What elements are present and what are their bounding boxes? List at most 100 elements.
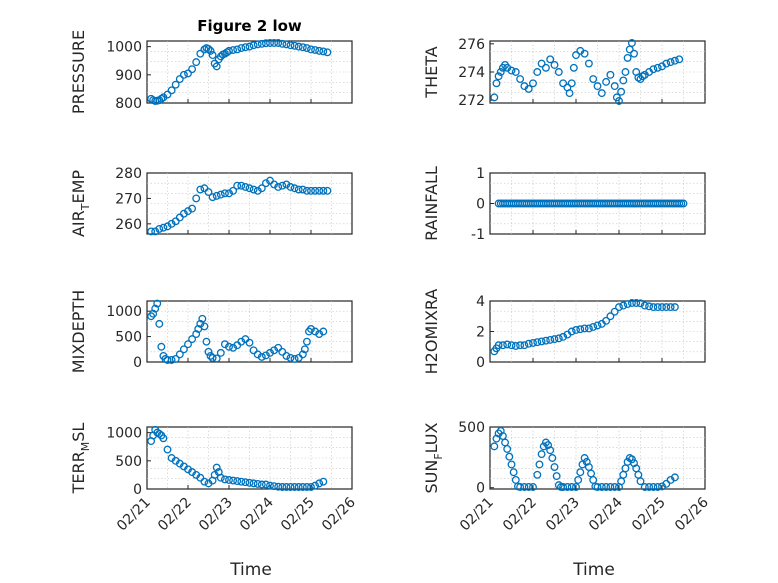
data-point: [270, 482, 279, 491]
data-point: [261, 179, 270, 188]
data-point: [270, 180, 279, 189]
data-point: [645, 302, 654, 311]
data-point: [163, 90, 172, 99]
data-point: [294, 185, 303, 194]
data-point: [282, 180, 291, 189]
data-point: [282, 483, 291, 491]
data-point: [167, 356, 176, 364]
data-point: [511, 68, 520, 76]
data-point: [640, 483, 649, 491]
data-point: [315, 479, 324, 488]
data-point: [552, 472, 561, 481]
data-point: [282, 40, 291, 49]
data-point: [319, 327, 328, 336]
data-point: [602, 483, 611, 491]
data-point: [565, 89, 574, 98]
data-point: [509, 468, 518, 477]
data-point: [498, 341, 507, 350]
y-axis-label-subscript: T: [79, 203, 92, 211]
data-point: [245, 184, 254, 193]
y-tick-label: 1000: [106, 304, 142, 320]
data-point: [237, 337, 246, 346]
data-point: [559, 483, 568, 491]
data-point: [300, 345, 309, 354]
x-tick-label: 02/24: [586, 494, 626, 534]
data-point: [196, 49, 205, 58]
data-point: [311, 46, 320, 54]
data-point: [511, 342, 520, 350]
data-point: [294, 42, 303, 51]
data-point: [606, 312, 615, 321]
data-point: [670, 56, 679, 65]
data-point: [233, 181, 242, 190]
data-point: [167, 86, 176, 95]
data-point: [212, 354, 221, 363]
data-point: [554, 68, 563, 76]
data-point: [298, 43, 307, 52]
data-point: [220, 475, 229, 484]
data-point: [208, 353, 217, 362]
data-point: [535, 460, 544, 469]
data-point: [567, 327, 576, 336]
data-point: [632, 299, 641, 307]
data-point: [237, 477, 246, 486]
data-point: [153, 299, 162, 308]
data-point: [290, 184, 299, 193]
subplot-terr-msl: 0 500 1000 02/21 02/22 02/23 02/24 02/25 02/26 TE…: [69, 423, 359, 535]
data-point: [610, 82, 619, 91]
data-point: [196, 473, 205, 482]
data-point: [627, 39, 636, 47]
data-point: [212, 191, 221, 200]
data-point: [270, 39, 279, 47]
data-point: [589, 75, 598, 83]
data-point: [546, 55, 555, 64]
data-point: [529, 79, 537, 88]
x-tick-label: 02/25: [278, 495, 318, 535]
x-axis-label-left: Time: [229, 560, 272, 580]
data-point: [649, 65, 658, 74]
y-tick-label: 0: [476, 481, 485, 497]
data-point: [204, 347, 213, 356]
data-point: [503, 340, 512, 349]
data-point: [196, 319, 205, 328]
data-point: [171, 355, 180, 363]
data-point: [507, 460, 516, 469]
data-point: [554, 334, 563, 343]
data-point: [245, 338, 254, 347]
data-point: [323, 186, 332, 195]
data-point: [286, 183, 295, 191]
data-point: [229, 343, 238, 352]
data-point: [615, 303, 623, 312]
data-point: [290, 483, 299, 491]
y-tick-label: 274: [458, 65, 485, 81]
data-point: [319, 186, 328, 195]
data-point: [198, 314, 207, 323]
y-axis-label: TERRMSL: [69, 423, 92, 495]
data-point: [516, 483, 525, 491]
data-point: [315, 46, 324, 55]
data-point: [274, 183, 283, 191]
x-axis-label-right: Time: [572, 560, 615, 580]
data-point: [529, 338, 537, 347]
y-tick-label: 260: [115, 217, 142, 233]
data-point: [200, 322, 209, 331]
data-point: [245, 42, 254, 51]
data-point: [241, 478, 250, 487]
data-point: [204, 44, 213, 53]
data-point: [200, 477, 209, 486]
data-point: [233, 477, 242, 486]
data-point: [286, 41, 295, 50]
data-point: [216, 348, 225, 357]
data-point: [249, 479, 258, 488]
data-point: [619, 76, 628, 85]
data-point: [541, 336, 550, 345]
data-point: [290, 355, 299, 363]
data-point: [159, 434, 168, 443]
data-point: [546, 335, 555, 344]
data-point: [261, 480, 270, 489]
data-point: [270, 346, 279, 355]
data-point: [567, 483, 576, 491]
data-point: [649, 483, 658, 491]
data-point: [679, 199, 688, 208]
